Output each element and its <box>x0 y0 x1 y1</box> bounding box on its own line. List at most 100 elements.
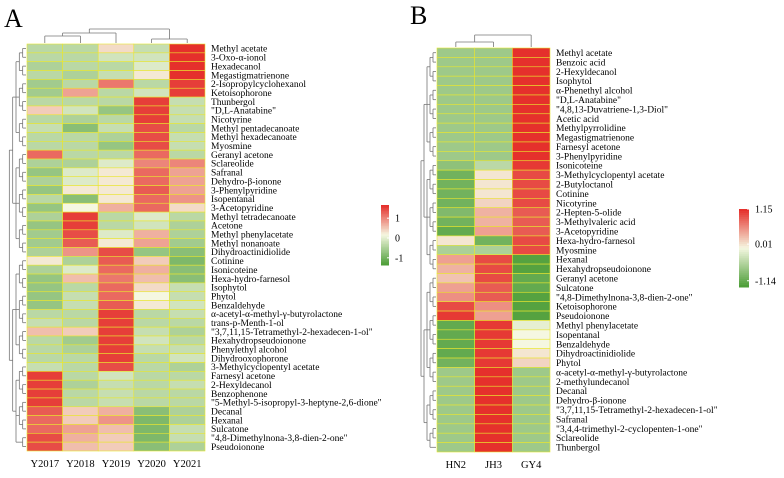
row-label: 3-Methylvaleric acid <box>556 218 636 228</box>
heatmap-cell <box>97 424 135 434</box>
heatmap-cell <box>436 423 475 434</box>
panel-b-letter: B <box>410 1 427 30</box>
legend-gradient-step <box>739 259 749 263</box>
heatmap-cell <box>133 194 170 204</box>
heatmap-cell <box>97 202 135 213</box>
heatmap-cell <box>169 353 206 363</box>
heatmap-cell <box>26 185 63 195</box>
heatmap-cell <box>436 404 475 415</box>
heatmap-cell <box>62 105 99 116</box>
heatmap-cell <box>133 326 170 337</box>
row-label: α-acetyl-α-methyl-γ-butyrolactone <box>556 368 687 378</box>
heatmap-cell <box>62 70 99 80</box>
heatmap-cell <box>133 256 170 266</box>
heatmap-cell <box>97 397 135 408</box>
row-label: Cotinine <box>556 190 589 200</box>
row-label: Phytol <box>556 359 581 369</box>
heatmap-cell <box>62 123 99 133</box>
heatmap-cell <box>133 132 170 142</box>
heatmap-cell <box>474 169 513 180</box>
heatmap-cell <box>97 300 135 310</box>
row-label: Benzoic acid <box>556 58 606 68</box>
heatmap-cell <box>512 348 551 359</box>
heatmap-cell <box>133 176 170 186</box>
heatmap-cell <box>97 229 135 239</box>
heatmap-cell <box>169 105 206 116</box>
heatmap-cell <box>169 388 206 399</box>
heatmap-cell <box>62 441 99 452</box>
heatmap-cell <box>62 326 99 337</box>
heatmap-cell <box>474 432 513 443</box>
row-label: Isopentanal <box>211 195 255 205</box>
heatmap-cell <box>512 198 551 209</box>
row-label: 3-Methylcyclopentyl acetate <box>211 363 319 373</box>
heatmap-cell <box>26 149 63 160</box>
heatmap-cell <box>169 256 206 266</box>
heatmap-cell <box>26 397 63 408</box>
heatmap-cell <box>26 282 63 293</box>
row-label: Decanal <box>556 387 587 397</box>
heatmap-cell <box>436 442 475 453</box>
heatmap-cell <box>436 132 475 143</box>
legend-gradient-step <box>381 215 389 218</box>
row-label: Pseudoionone <box>556 312 609 322</box>
legend-gradient-step <box>739 230 749 233</box>
heatmap-cell <box>62 149 99 160</box>
heatmap-cell <box>169 282 206 293</box>
heatmap-cell <box>97 256 135 266</box>
heatmap-cell <box>97 70 135 80</box>
row-label: Cotinine <box>211 257 244 267</box>
row-label: Megastigmatrienone <box>556 134 634 144</box>
heatmap-cell <box>169 300 206 310</box>
row-label: Myosmine <box>211 142 252 152</box>
row-label: Geranyl acetone <box>556 274 618 284</box>
heatmap-cell <box>97 158 135 169</box>
heatmap-cell <box>26 326 63 337</box>
heatmap-cell <box>512 301 551 312</box>
heatmap-cell <box>133 141 170 151</box>
heatmap-cell <box>474 151 513 162</box>
heatmap-cell <box>474 273 513 284</box>
heatmap-cell <box>133 61 170 71</box>
heatmap-cell <box>169 335 206 346</box>
heatmap-cell <box>512 188 551 199</box>
heatmap-cell <box>62 317 99 328</box>
row-label: "3,7,11,15-Tetramethyl-2-hexadecen-1-ol" <box>211 328 373 338</box>
heatmap-cell <box>62 185 99 195</box>
heatmap-cell <box>133 362 170 372</box>
row-label: Benzaldehyde <box>556 340 610 350</box>
heatmap-cell <box>169 326 206 337</box>
heatmap-cell <box>512 66 551 77</box>
heatmap-cell <box>97 61 135 71</box>
row-label: Isophytol <box>556 77 592 87</box>
row-label: Methyl pentadecanoate <box>211 124 299 134</box>
heatmap-cell <box>62 388 99 399</box>
heatmap-cell <box>436 226 475 237</box>
row-label: "5-Methyl-5-isopropyl-3-heptyne-2,6-dion… <box>211 399 382 409</box>
legend-gradient-step <box>381 220 389 222</box>
heatmap-cell <box>133 424 170 434</box>
row-label: "3,7,11,15-Tetramethyl-2-hexadecen-1-ol" <box>556 406 718 416</box>
heatmap-cell <box>512 104 551 115</box>
heatmap-cell <box>133 441 170 452</box>
heatmap-cell <box>474 338 513 349</box>
heatmap-cell <box>26 123 63 133</box>
column-label: GY4 <box>521 460 542 471</box>
legend-gradient-step <box>739 261 749 265</box>
heatmap-cell <box>169 441 206 452</box>
heatmap-cell <box>436 66 475 77</box>
heatmap-cell <box>26 52 63 62</box>
heatmap-cell <box>436 122 475 133</box>
heatmap-cell <box>474 216 513 227</box>
legend-gradient-step <box>381 241 389 243</box>
column-label: Y2019 <box>102 459 131 470</box>
heatmap-cell <box>97 264 135 275</box>
heatmap-cell <box>62 406 99 416</box>
heatmap-cell <box>26 202 63 213</box>
row-label: Benzaldehyde <box>211 301 265 311</box>
heatmap-cell <box>97 87 135 98</box>
heatmap-cell <box>97 238 135 248</box>
heatmap-cell <box>26 87 63 98</box>
heatmap-cell <box>97 353 135 363</box>
